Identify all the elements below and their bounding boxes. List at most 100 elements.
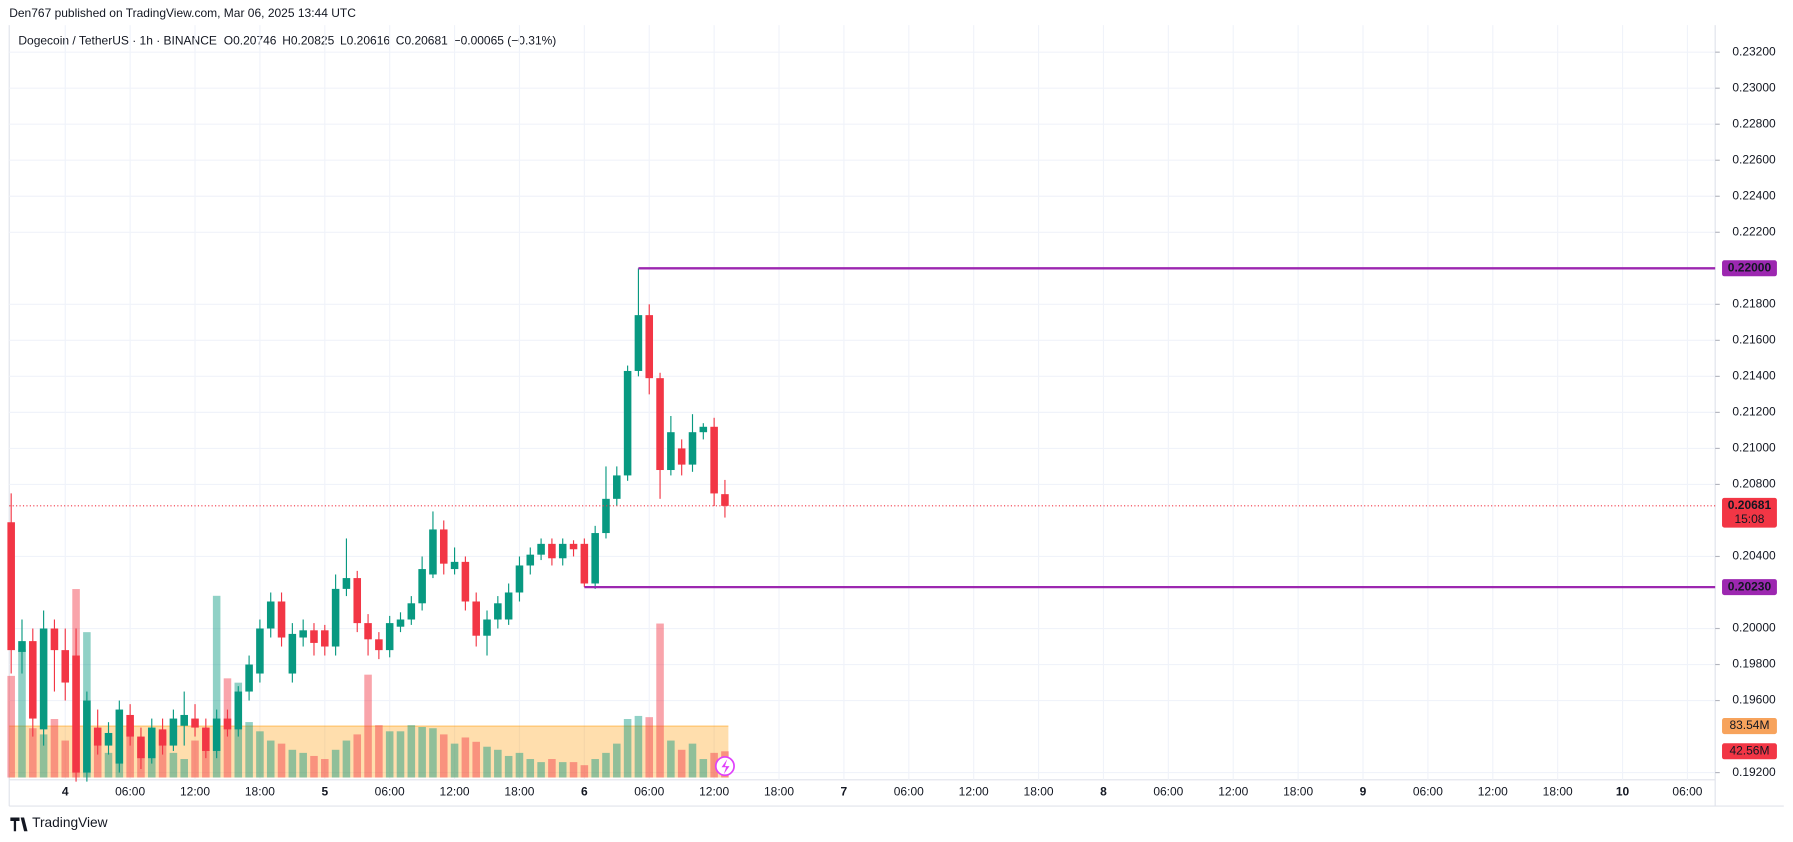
countdown: 15:08 <box>1734 512 1764 526</box>
brand-logo[interactable]: TradingView <box>10 815 108 832</box>
candle-body <box>429 529 437 575</box>
volume-bar <box>450 743 459 778</box>
brand[interactable]: TradingView <box>32 815 108 830</box>
candle-body <box>18 641 26 652</box>
x-tick-label: 12:00 <box>959 785 989 799</box>
candle-body <box>212 718 221 751</box>
volume-bar <box>656 623 664 778</box>
volume-bar <box>321 759 329 778</box>
candle-body <box>158 729 167 746</box>
x-tick-label: 12:00 <box>1478 785 1508 799</box>
y-tick-label: 0.22600 <box>1732 152 1776 166</box>
candle-body <box>526 554 535 566</box>
candle-body <box>385 623 394 651</box>
x-tick-label: 4 <box>62 785 69 799</box>
candle-body <box>634 315 643 371</box>
candle-body <box>7 522 15 651</box>
x-tick-label: 8 <box>1100 785 1107 799</box>
volume-bar <box>202 749 210 778</box>
last-price-bg <box>1722 497 1777 528</box>
candle-body <box>699 426 708 433</box>
candle-body <box>364 623 372 640</box>
volume-bar <box>7 675 15 778</box>
volume-bar <box>461 737 470 778</box>
candle-body <box>613 475 621 499</box>
last-price-label: 0.20681 <box>1728 498 1772 512</box>
candle-body <box>266 601 275 629</box>
volume-bar <box>439 734 448 778</box>
candle-body <box>472 601 480 636</box>
y-tick-label: 0.20400 <box>1732 549 1776 563</box>
volume-bar <box>504 755 513 778</box>
volume-bar <box>645 717 654 778</box>
x-tick-label: 12:00 <box>1218 785 1248 799</box>
volume-bar <box>483 746 491 778</box>
x-tick-label: 12:00 <box>180 785 210 799</box>
legend-key: L <box>340 33 347 47</box>
volume-bar <box>569 762 578 778</box>
candle-body <box>202 727 210 751</box>
candle-body <box>115 709 124 764</box>
candle-body <box>569 543 578 550</box>
candle-body <box>245 664 253 692</box>
volume-bar <box>277 743 286 778</box>
volume-bar <box>364 674 372 778</box>
volume-bar <box>537 762 545 778</box>
symbol-title[interactable]: Dogecoin / TetherUS · 1h · BINANCE <box>18 33 217 47</box>
x-tick-label: 06:00 <box>634 785 664 799</box>
candle-body <box>504 592 513 620</box>
volume-bar <box>580 765 589 778</box>
legend-value: 0.20616 <box>347 33 391 47</box>
volume-bar <box>50 719 59 778</box>
candle-body <box>623 370 632 476</box>
candle-body <box>396 619 405 627</box>
x-tick-label: 18:00 <box>1024 785 1054 799</box>
candle-body <box>645 315 654 379</box>
x-tick-label: 10 <box>1616 785 1630 799</box>
x-tick-label: 06:00 <box>1672 785 1702 799</box>
volume-bar <box>375 725 383 778</box>
grid: 0.19200 0.19600 0.19800 0.20000 0.20400 0.208… <box>9 25 1776 799</box>
y-tick-label: 0.23200 <box>1732 44 1776 58</box>
candle-body <box>591 533 599 584</box>
x-tick-label: 18:00 <box>1543 785 1573 799</box>
volume-bar <box>331 749 340 778</box>
y-tick-label: 0.21400 <box>1732 369 1776 383</box>
candle-body <box>407 603 416 620</box>
x-tick-label: 7 <box>841 785 848 799</box>
candle-body <box>602 498 610 534</box>
y-tick-label: 0.22200 <box>1732 224 1776 238</box>
volume-ma-label: 83.54M <box>1729 718 1769 732</box>
level-label: 0.22000 <box>1728 260 1772 274</box>
volume-bar <box>169 752 178 778</box>
x-tick-label: 18:00 <box>764 785 794 799</box>
candle-body <box>137 736 145 759</box>
y-tick-label: 0.19200 <box>1732 765 1776 779</box>
y-tick-label: 0.23000 <box>1732 80 1776 94</box>
y-tick-label: 0.21600 <box>1732 333 1776 347</box>
candle-body <box>483 619 491 636</box>
candle-body <box>418 569 426 604</box>
volume-bar <box>667 740 675 778</box>
candle-body <box>234 691 243 730</box>
volume-bar <box>18 649 26 778</box>
volume-bar <box>515 752 524 778</box>
candle-body <box>331 588 340 647</box>
candle-body <box>180 714 188 726</box>
event-marker-icon <box>721 759 730 775</box>
x-tick-label: 18:00 <box>1283 785 1313 799</box>
y-tick-label: 0.22400 <box>1732 188 1776 202</box>
x-tick-label: 6 <box>581 785 588 799</box>
volume-bar <box>93 743 102 778</box>
y-tick-label: 0.20800 <box>1732 477 1776 491</box>
volume-bar <box>39 734 48 778</box>
volume-bar <box>558 762 567 778</box>
candle-body <box>515 565 524 593</box>
volume-bar <box>591 759 599 778</box>
candle-body <box>310 630 318 643</box>
legend-value: 0.20825 <box>291 33 335 47</box>
candle-body <box>558 543 567 559</box>
candle-body <box>50 628 59 651</box>
